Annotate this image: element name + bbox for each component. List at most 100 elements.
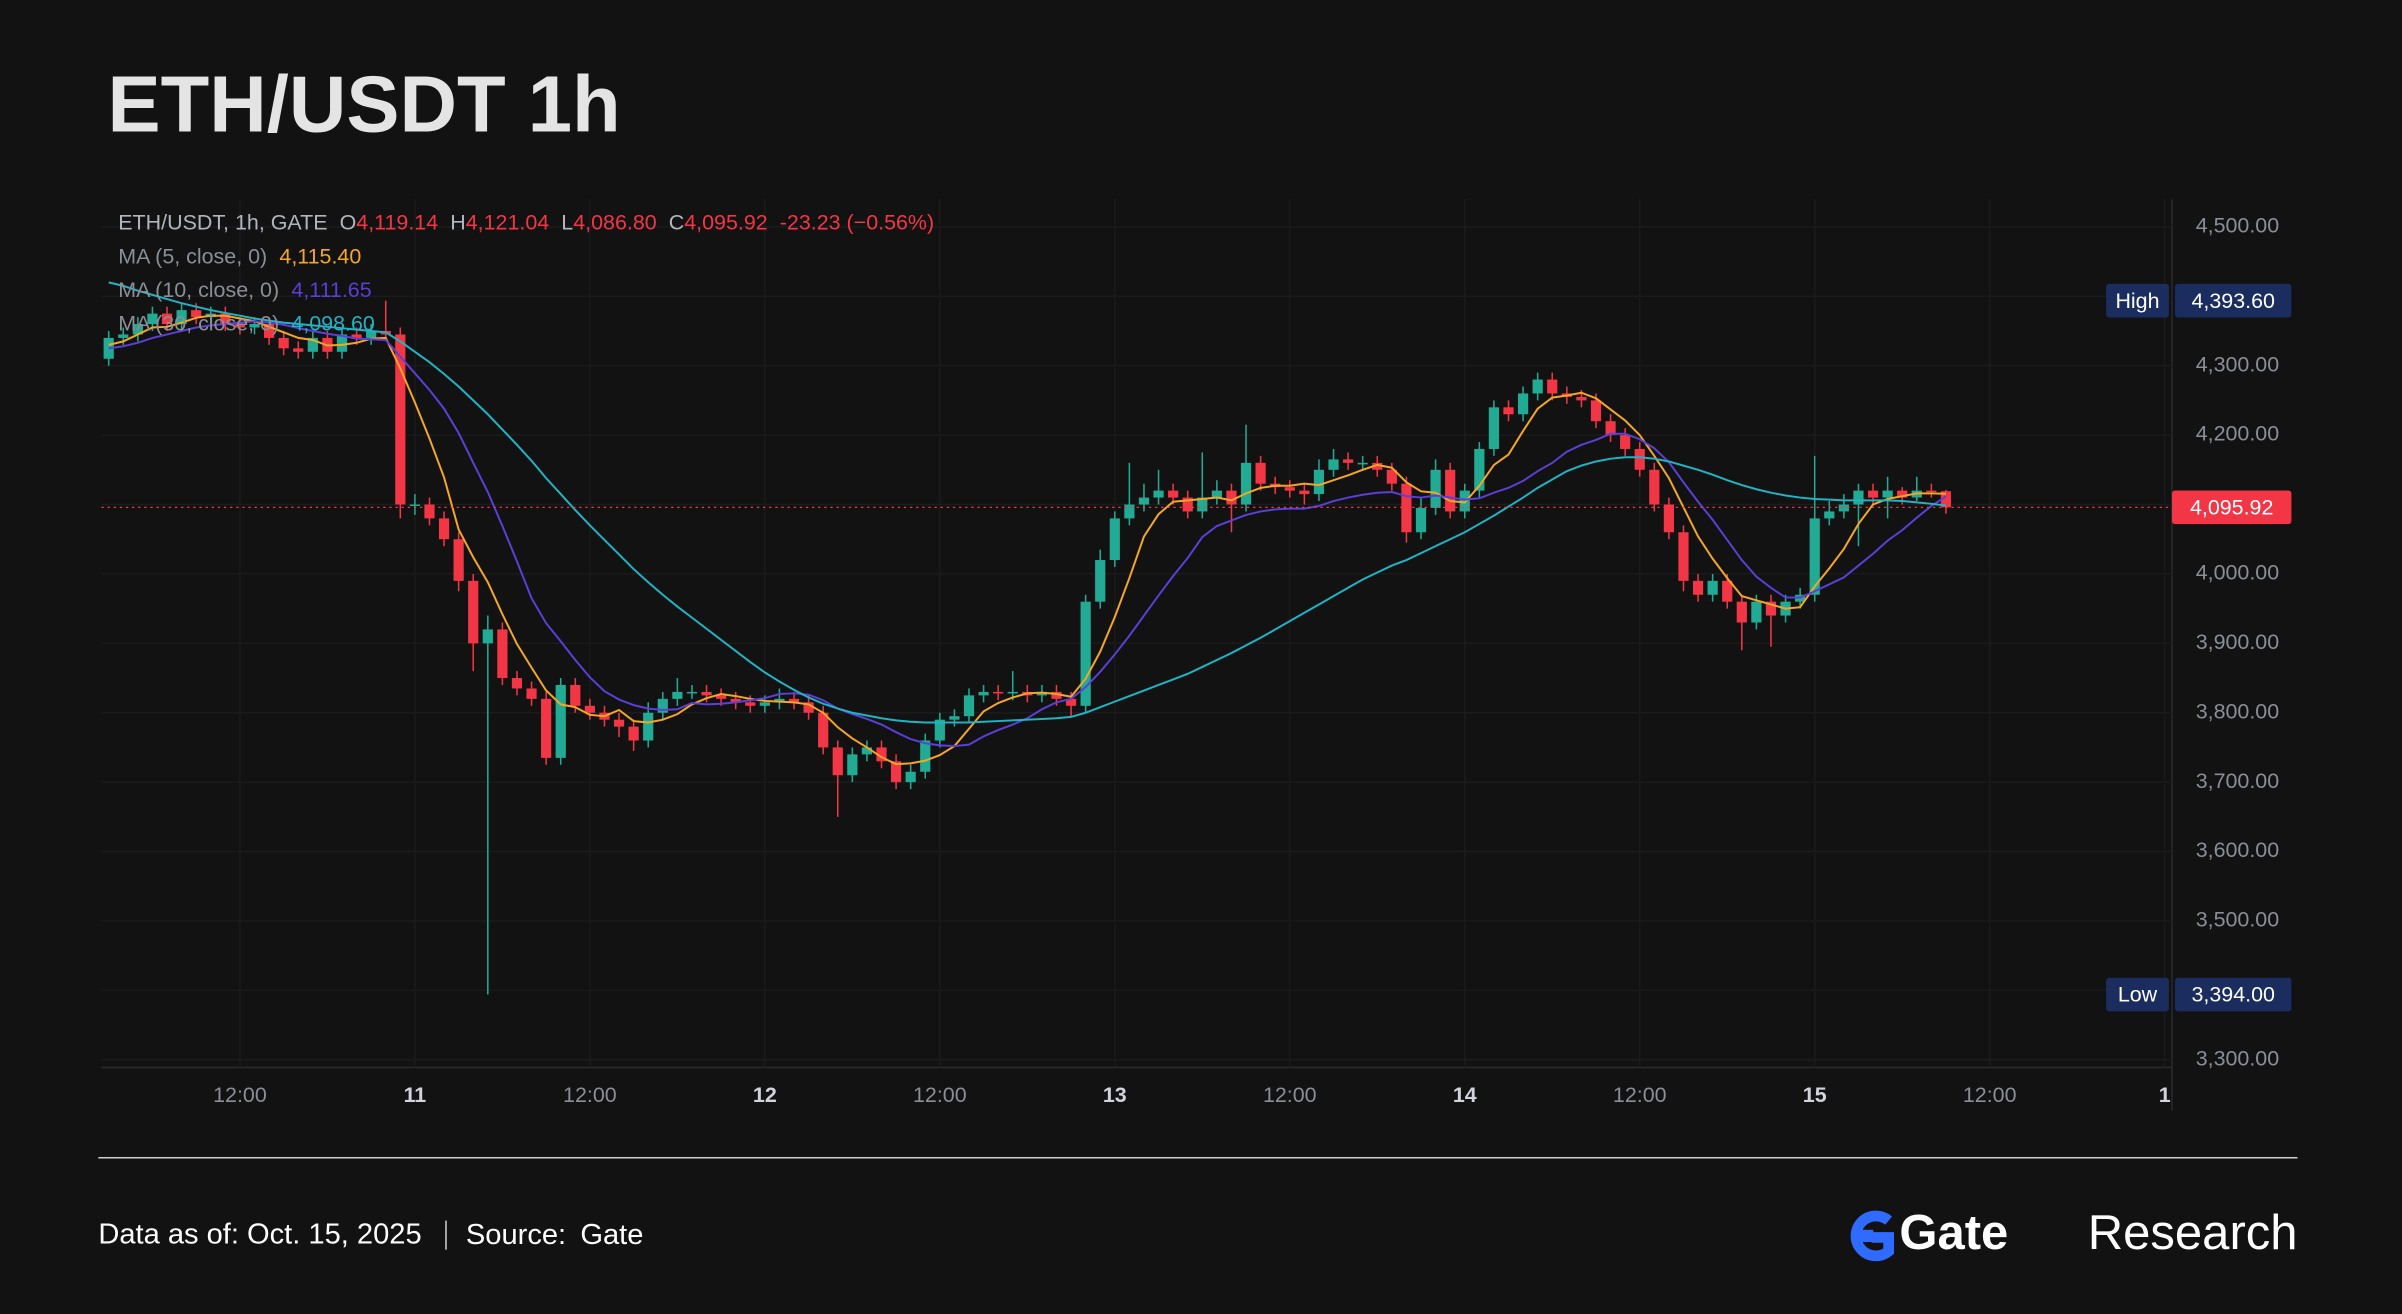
x-tick-label: 14 [1453,1083,1477,1107]
candle-body [541,698,552,758]
candle-body [1634,448,1645,470]
x-tick-label: 12:00 [1963,1083,2017,1107]
candle-body [176,310,187,325]
candle-body [1051,691,1062,699]
candle-body [1488,407,1500,449]
legend-value: 4,115.40 [279,244,361,268]
candle-body [132,324,143,335]
marker-value-box [2175,283,2292,318]
candle-body [1663,504,1674,533]
candle-body [263,324,275,338]
open-prefix: O [340,210,357,234]
x-tick-label: 1 [2159,1083,2171,1107]
marker-name: High [2115,289,2159,313]
candle-body [672,691,683,699]
candle-body [1401,483,1412,533]
change-value: -23.23 (−0.56%) [780,210,934,234]
candle-body [1838,504,1849,512]
candle-body [526,688,537,699]
low-prefix: L [561,210,573,234]
candle-body [818,712,829,748]
last-price-label: 4,095.92 [2190,496,2273,520]
candle-body [1343,459,1354,463]
candle-body [1517,393,1529,415]
candle-body [1357,462,1368,465]
candle-body [1255,462,1266,484]
candle-body [191,310,202,318]
marker-value: 4,393.60 [2191,289,2275,313]
candle-body [1386,469,1397,484]
candle-body [1867,490,1879,498]
candle-body [1940,491,1952,508]
y-tick-label: 3,700.00 [2196,769,2280,793]
y-tick-label: 4,200.00 [2196,422,2280,446]
candle-body [570,684,581,706]
legend-entry: MA (5, close, 0) 4,115.40 [118,244,361,268]
candle-body [978,691,989,696]
candle-body [1240,462,1252,505]
low-value: 4,086.80 [573,210,657,234]
logo-square [1861,1229,1874,1243]
candle-body [1445,469,1456,512]
candle-body [1590,400,1602,422]
candle-body [511,678,523,689]
y-tick-label: 3,900.00 [2196,630,2280,654]
candle-body [468,580,479,644]
date-note: Data as of: Oct. 15, 2025 [98,1219,421,1251]
source-name: Gate [580,1219,643,1251]
candle-body [351,334,362,338]
candle-body [1736,601,1747,623]
candle-body [803,702,814,713]
candle-body [993,691,1004,694]
brand-suffix: Research [2088,1206,2298,1260]
candle-body [497,629,508,679]
candle-body [293,348,304,352]
candle-body [1532,379,1543,394]
marker-name-box [2106,283,2169,318]
candle-body [1299,490,1310,495]
candle-body [409,504,421,507]
y-tick-label: 3,800.00 [2196,699,2280,723]
legend: MA (5, close, 0) 4,115.40 MA (10, close, 0… [118,244,375,335]
source-note: Source: Gate [466,1219,643,1251]
marker-name-box [2106,977,2169,1012]
candle-body [934,719,945,741]
logo-icon [1850,1210,1894,1262]
candle-body [482,629,493,644]
x-tick-label: 15 [1803,1083,1827,1107]
candle-body [1095,560,1106,602]
candle-body [1882,490,1893,498]
candle-body [453,539,464,581]
ohlc-header: ETH/USDT, 1h, GATE O4,119.14 H4,121.04 L… [118,210,934,234]
candle-body [643,712,654,741]
candle-body [1284,487,1295,491]
candle-body [1547,379,1558,394]
candle-body [1430,469,1441,508]
candle-body [1722,580,1733,602]
candle-body [1226,490,1237,505]
candle-body [1897,490,1908,498]
y-tick-label: 3,600.00 [2196,838,2280,862]
candle-body [1168,490,1179,498]
candle-body [1853,490,1864,505]
candle-body [774,698,785,703]
candle-body [949,716,960,720]
legend-name: MA (10, close, 0) [118,278,279,302]
x-tick-label: 12 [753,1083,777,1107]
ma-line [108,314,1946,766]
marker-value-box [2175,977,2292,1012]
candle-body [745,702,756,706]
candle-body [1809,518,1820,595]
brand-name: Gate [1899,1206,2008,1260]
candle-body [1620,435,1631,449]
candle-body [278,337,289,349]
candle-body [1007,691,1018,694]
candle-body [555,684,566,758]
ma-line [108,281,1947,724]
legend-entry: MA (30, close, 0) 4,098.60 [118,311,375,335]
candle-body [686,691,698,694]
candle-body [366,330,377,338]
close-prefix: C [669,210,684,234]
candle-body [1576,396,1587,401]
